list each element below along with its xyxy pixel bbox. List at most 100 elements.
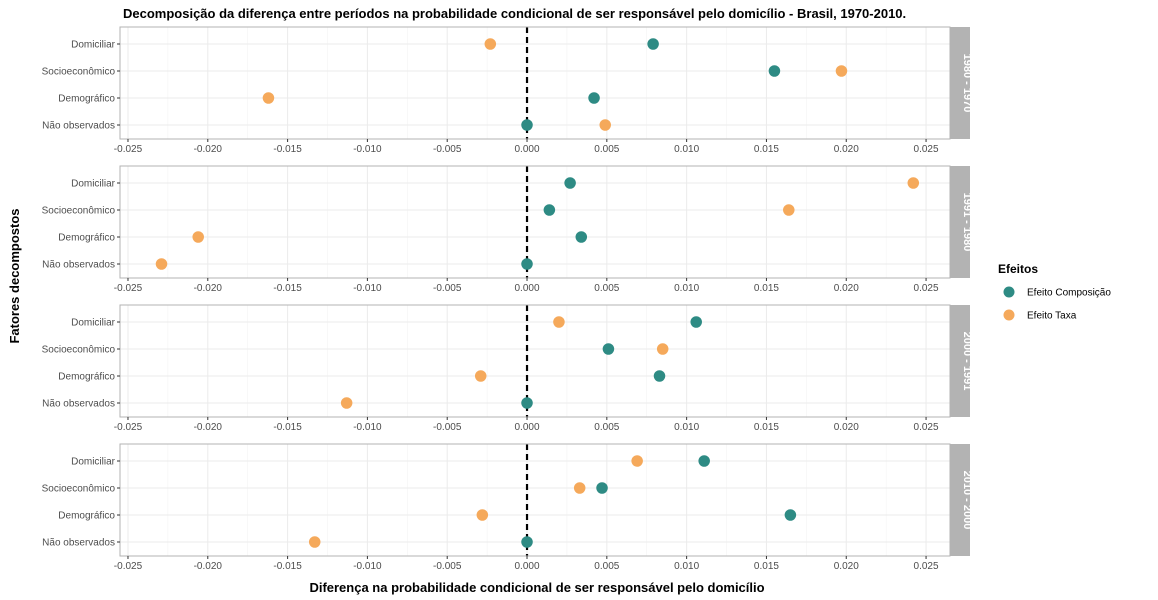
y-tick-label: Socioeconômico bbox=[42, 67, 116, 78]
data-point bbox=[521, 258, 533, 270]
x-tick-label: -0.010 bbox=[353, 561, 382, 572]
legend-key bbox=[1003, 286, 1015, 298]
data-point bbox=[575, 231, 588, 243]
x-tick-label: -0.020 bbox=[194, 422, 223, 433]
x-tick-label: -0.015 bbox=[273, 283, 302, 294]
x-tick-label: 0.010 bbox=[674, 144, 699, 155]
y-tick-label: Demográfico bbox=[58, 94, 115, 105]
x-tick-label: -0.020 bbox=[194, 561, 223, 572]
x-tick-label: 0.015 bbox=[754, 283, 779, 294]
legend-label: Efeito Taxa bbox=[1027, 311, 1077, 322]
x-tick-label: -0.005 bbox=[433, 283, 462, 294]
x-tick-label: -0.025 bbox=[114, 561, 143, 572]
x-tick-label: 0.015 bbox=[754, 144, 779, 155]
x-tick-label: 0.015 bbox=[754, 561, 779, 572]
x-tick-label: -0.005 bbox=[433, 422, 462, 433]
x-tick-label: -0.015 bbox=[273, 422, 302, 433]
data-point bbox=[783, 204, 795, 216]
x-tick-label: -0.010 bbox=[353, 422, 382, 433]
x-tick-label: -0.010 bbox=[353, 144, 382, 155]
x-tick-label: 0.020 bbox=[834, 144, 859, 155]
data-point bbox=[521, 397, 533, 409]
x-tick-label: -0.025 bbox=[114, 283, 143, 294]
legend-items: Efeito Composição Efeito Taxa bbox=[1003, 286, 1111, 322]
facet-panel: 2010 - 2000 Domiciliar Socioeconômico Demog… bbox=[42, 443, 973, 572]
y-tick-label: Domiciliar bbox=[71, 40, 116, 51]
legend-title: Efeitos bbox=[998, 262, 1038, 276]
x-tick-label: 0.005 bbox=[594, 422, 619, 433]
panel-background bbox=[120, 305, 950, 417]
facet-panel: 1980 - 1970 Domiciliar Socioeconômico Demog… bbox=[42, 26, 973, 155]
data-point bbox=[155, 258, 168, 270]
x-tick-label: 0.010 bbox=[674, 561, 699, 572]
data-point bbox=[564, 177, 576, 189]
facet-panels: 1980 - 1970 Domiciliar Socioeconômico Demog… bbox=[42, 26, 973, 572]
x-tick-label: 0.005 bbox=[594, 144, 619, 155]
x-tick-label: 0.000 bbox=[515, 283, 540, 294]
facet-strip-label: 1980 - 1970 bbox=[961, 54, 973, 113]
data-point bbox=[573, 482, 586, 494]
x-tick-label: 0.000 bbox=[515, 144, 540, 155]
facet-strip bbox=[950, 305, 970, 417]
data-point bbox=[588, 92, 600, 104]
x-tick-label: 0.020 bbox=[834, 283, 859, 294]
data-point bbox=[192, 231, 204, 243]
data-point bbox=[690, 316, 702, 328]
x-tick-label: 0.000 bbox=[515, 561, 540, 572]
data-point bbox=[596, 482, 608, 494]
x-tick-label: 0.010 bbox=[674, 283, 699, 294]
legend: Efeitos Efeito Composição Efeito Taxa bbox=[998, 262, 1111, 322]
data-point bbox=[262, 92, 275, 104]
x-tick-label: -0.005 bbox=[433, 144, 462, 155]
data-point bbox=[521, 536, 533, 548]
y-tick-label: Domiciliar bbox=[71, 318, 116, 329]
facet-strip-label: 2000 - 1991 bbox=[961, 332, 973, 391]
data-point bbox=[602, 343, 615, 355]
x-tick-label: 0.025 bbox=[914, 283, 939, 294]
data-point bbox=[599, 119, 611, 131]
data-point bbox=[308, 536, 321, 548]
x-tick-label: -0.015 bbox=[273, 144, 302, 155]
x-tick-label: 0.005 bbox=[594, 283, 619, 294]
y-tick-label: Socioeconômico bbox=[42, 345, 116, 356]
x-tick-label: -0.025 bbox=[114, 422, 143, 433]
facet-strip bbox=[950, 444, 970, 556]
data-point bbox=[484, 38, 497, 50]
x-tick-label: 0.020 bbox=[834, 422, 859, 433]
y-axis-label: Fatores decompostos bbox=[7, 208, 22, 343]
panel-background bbox=[120, 444, 950, 556]
y-tick-label: Socioeconômico bbox=[42, 484, 116, 495]
data-point bbox=[631, 455, 643, 467]
facet-strip bbox=[950, 166, 970, 278]
data-point bbox=[553, 316, 565, 328]
y-tick-label: Socioeconômico bbox=[42, 206, 116, 217]
data-point bbox=[340, 397, 353, 409]
x-tick-label: -0.010 bbox=[353, 283, 382, 294]
data-point bbox=[656, 343, 669, 355]
data-point bbox=[476, 509, 489, 521]
facet-panel: 1991 - 1980 Domiciliar Socioeconômico Demog… bbox=[42, 165, 973, 294]
facet-strip-label: 2010 - 2000 bbox=[961, 471, 973, 530]
facet-strip bbox=[950, 27, 970, 139]
x-tick-label: 0.010 bbox=[674, 422, 699, 433]
x-axis-label: Diferença na probabilidade condicional d… bbox=[309, 580, 764, 595]
x-tick-label: 0.025 bbox=[914, 144, 939, 155]
x-tick-label: 0.020 bbox=[834, 561, 859, 572]
y-tick-label: Não observados bbox=[42, 399, 115, 410]
data-point bbox=[907, 177, 920, 189]
x-tick-label: 0.000 bbox=[515, 422, 540, 433]
y-tick-label: Não observados bbox=[42, 121, 115, 132]
x-tick-label: 0.025 bbox=[914, 422, 939, 433]
data-point bbox=[835, 65, 848, 77]
x-tick-label: 0.005 bbox=[594, 561, 619, 572]
legend-key bbox=[1003, 309, 1015, 321]
y-tick-label: Domiciliar bbox=[71, 457, 116, 468]
legend-label: Efeito Composição bbox=[1027, 288, 1111, 299]
facet-strip-label: 1991 - 1980 bbox=[961, 193, 973, 252]
facet-panel: 2000 - 1991 Domiciliar Socioeconômico Demog… bbox=[42, 304, 973, 433]
data-point bbox=[647, 38, 659, 50]
x-tick-label: 0.015 bbox=[754, 422, 779, 433]
x-tick-label: -0.020 bbox=[194, 144, 223, 155]
x-tick-label: -0.005 bbox=[433, 561, 462, 572]
